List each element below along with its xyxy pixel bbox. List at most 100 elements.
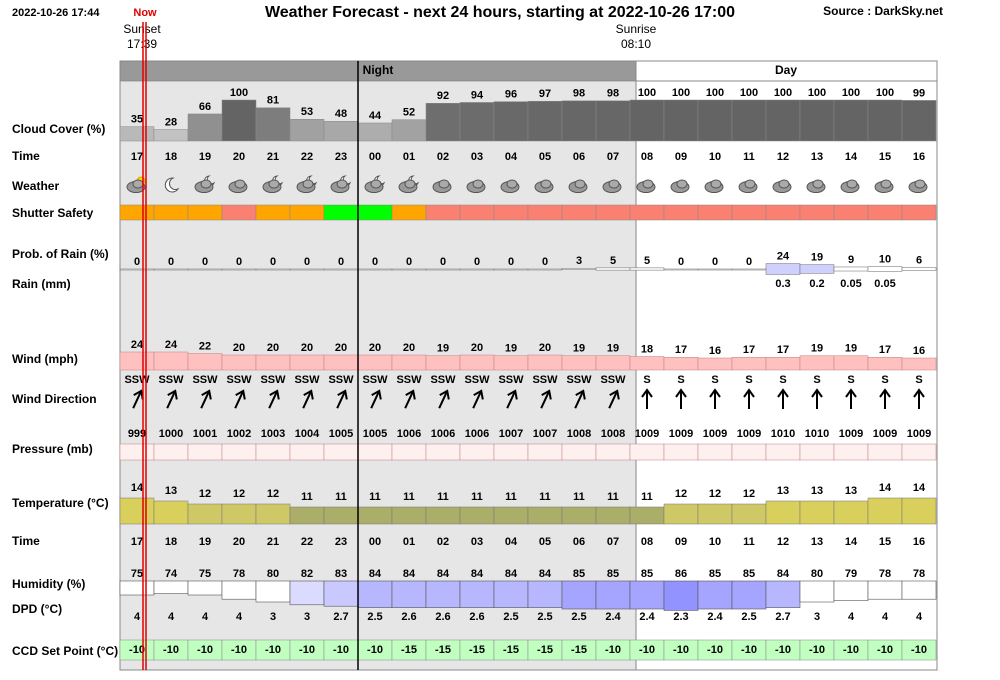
humidity-value: 84	[505, 568, 518, 580]
ccd-value: -10	[775, 644, 791, 656]
wind-direction: SSW	[532, 374, 558, 386]
pressure-value: 1000	[159, 428, 183, 440]
rain-prob-bar	[629, 267, 665, 271]
pressure-value: 1008	[601, 428, 625, 440]
dpd-value: 4	[848, 611, 855, 623]
humidity-bar	[697, 580, 733, 610]
rain-prob-bar	[833, 266, 869, 272]
time: 11	[743, 536, 755, 548]
time: 10	[709, 536, 721, 548]
arrow-head	[641, 388, 653, 398]
wind-arrow	[438, 389, 450, 409]
humidity-value: 84	[437, 568, 450, 580]
ccd-value: -10	[333, 644, 349, 656]
humidity-value: 85	[709, 568, 721, 580]
time: 14	[845, 151, 858, 163]
cloud-bar	[391, 119, 427, 142]
wind-arrow	[302, 389, 314, 409]
wind-arrow	[472, 389, 484, 409]
humidity-value: 80	[811, 568, 823, 580]
rain-prob-value: 19	[811, 252, 823, 264]
dpd-value: 2.3	[673, 611, 688, 623]
wind-value: 19	[505, 343, 517, 355]
wind-arrow	[166, 389, 178, 409]
ccd-value: -10	[809, 644, 825, 656]
icon-part	[132, 179, 144, 189]
pressure-bar	[357, 443, 393, 461]
temp-bar	[153, 500, 189, 525]
temp-value: 11	[301, 491, 313, 503]
cloud-value: 48	[335, 108, 347, 120]
shutter-cell	[833, 204, 869, 221]
wind-direction: S	[711, 374, 718, 386]
humidity-bar	[153, 580, 189, 594]
cloud-value: 81	[267, 95, 279, 107]
shutter-cell	[255, 204, 291, 221]
shutter-cell	[119, 204, 155, 221]
pressure-value: 1010	[805, 428, 829, 440]
dpd-value: 2.6	[469, 611, 484, 623]
wind-arrow	[404, 389, 416, 409]
humidity-bar	[493, 580, 529, 608]
arrow-head	[473, 389, 484, 400]
pressure-bar	[187, 443, 223, 461]
arrow-shaft	[540, 391, 550, 409]
shutter-cell	[153, 204, 189, 221]
shutter-cell	[799, 204, 835, 221]
wind-bar	[527, 354, 563, 371]
cloud-value: 100	[808, 87, 826, 99]
pressure-bar	[119, 443, 155, 461]
wind-direction: S	[677, 374, 684, 386]
time: 15	[879, 151, 891, 163]
shutter-cell	[731, 204, 767, 221]
row-label: DPD (°C)	[12, 602, 62, 616]
icon-part	[710, 179, 722, 189]
arrow-shaft	[608, 391, 618, 409]
humidity-value: 86	[675, 568, 687, 580]
rain-prob-bar	[221, 268, 257, 271]
humidity-value: 85	[743, 568, 755, 580]
rain-prob-value: 0	[236, 256, 242, 268]
dpd-value: 4	[134, 611, 141, 623]
arrow-shaft	[438, 391, 448, 409]
temp-bar	[255, 503, 291, 525]
rain-prob-bar	[357, 268, 393, 271]
wind-value: 24	[131, 339, 144, 351]
sunset-time: 17:39	[127, 37, 157, 51]
rain-prob-value: 0	[202, 256, 208, 268]
wind-bar	[697, 357, 733, 371]
humidity-value: 83	[335, 568, 347, 580]
wind-arrow	[913, 388, 925, 409]
wind-direction: S	[779, 374, 786, 386]
rain-prob-bar	[561, 268, 597, 270]
wind-arrow	[608, 389, 620, 409]
pressure-bar	[459, 443, 495, 461]
humidity-bar	[561, 580, 597, 610]
humidity-value: 80	[267, 568, 279, 580]
wind-value: 20	[267, 342, 279, 354]
temp-value: 11	[471, 491, 483, 503]
dpd-value: 2.5	[503, 611, 518, 623]
shutter-cell	[221, 204, 257, 221]
dpd-value: 3	[814, 611, 820, 623]
icon-part	[778, 179, 790, 189]
ccd-value: -10	[265, 644, 281, 656]
wind-bar	[629, 356, 665, 371]
humidity-value: 82	[301, 568, 313, 580]
humidity-value: 75	[199, 568, 211, 580]
cloud-value: 100	[230, 87, 248, 99]
humidity-value: 78	[879, 568, 891, 580]
wind-bar	[561, 355, 597, 371]
row-label: Pressure (mb)	[12, 442, 93, 456]
wind-arrow	[777, 388, 789, 409]
humidity-value: 79	[845, 568, 857, 580]
humidity-bar	[765, 580, 801, 608]
time: 22	[301, 151, 313, 163]
cloud-bar	[765, 99, 801, 142]
rain-prob-value: 0	[270, 256, 276, 268]
rain-prob-value: 10	[879, 254, 891, 266]
time: 00	[369, 536, 381, 548]
cloud-bar	[697, 99, 733, 142]
wind-bar	[153, 351, 189, 371]
ccd-value: -10	[741, 644, 757, 656]
